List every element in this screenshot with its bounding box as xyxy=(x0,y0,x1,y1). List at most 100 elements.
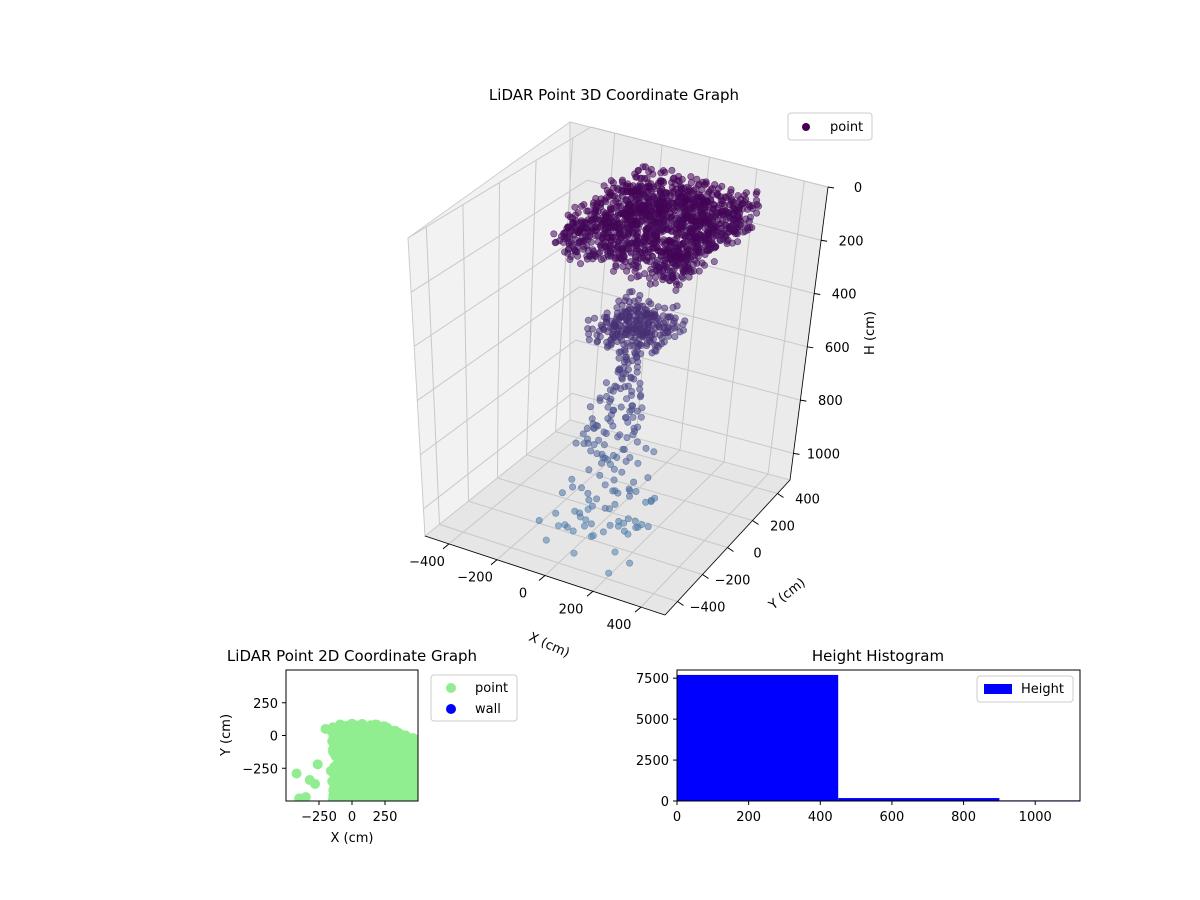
scatter-point-3d xyxy=(680,239,688,247)
scatter-point-3d xyxy=(625,326,633,334)
scatter-point-3d xyxy=(609,422,617,430)
scatter-point-3d xyxy=(621,383,629,391)
scatter-point-3d xyxy=(596,394,604,402)
scatter-point-3d xyxy=(651,494,659,502)
scatter-point-3d xyxy=(681,233,689,241)
histogram-bar xyxy=(838,798,1000,801)
scatter-point-3d xyxy=(717,196,725,204)
scatter-point-3d xyxy=(580,522,588,530)
scatter-point-3d xyxy=(595,436,603,444)
scatter-point-3d xyxy=(694,181,702,189)
scatter-point-3d xyxy=(611,487,619,495)
legend-2d-label-wall: wall xyxy=(475,702,501,717)
scatter-point-3d xyxy=(584,325,592,333)
scatter-point-2d xyxy=(373,726,384,737)
scatter-point-3d xyxy=(606,386,614,394)
scatter-point-3d xyxy=(635,316,643,324)
scatter-point-3d xyxy=(634,167,642,175)
scatter-point-3d xyxy=(667,251,675,259)
scatter-point-3d xyxy=(679,274,687,282)
scatter-point-3d xyxy=(677,184,685,192)
scatter-point-2d xyxy=(333,772,344,783)
scatter-point-3d xyxy=(609,218,617,226)
scatter-point-3d xyxy=(639,302,647,310)
scatter-point-3d xyxy=(636,385,644,393)
x-tick-label-3d: −200 xyxy=(457,571,493,586)
axis-line-3d xyxy=(664,479,791,616)
scatter-point-3d xyxy=(648,240,656,248)
scatter-point-3d xyxy=(651,279,659,287)
scatter-point-3d xyxy=(623,434,631,442)
grid-line-y-wall xyxy=(526,160,537,455)
scatter-point-2d xyxy=(401,752,412,763)
plot-frame-histogram xyxy=(676,669,1081,802)
scatter-point-3d xyxy=(574,209,582,217)
legend-3d-marker xyxy=(802,123,810,131)
grid-line-h-side xyxy=(413,233,584,347)
scatter-point-2d xyxy=(336,727,347,738)
scatter-point-3d xyxy=(550,230,558,238)
scatter-point-3d xyxy=(611,320,619,328)
scatter-point-3d xyxy=(631,350,639,358)
grid-line-h-side xyxy=(407,126,592,239)
scatter-point-3d xyxy=(665,236,673,244)
ticks-histogram: 0 200 400 600 800 1000 0 2500 5000 7500 xyxy=(636,672,1052,825)
scatter-point-2d xyxy=(331,792,342,801)
scatter-point-3d xyxy=(615,354,623,362)
scatter-point-3d xyxy=(606,204,614,212)
scatter-point-3d xyxy=(581,218,589,226)
scatter-point-2d xyxy=(335,719,346,730)
x-tick-label-histogram: 600 xyxy=(880,810,905,825)
scatter-point-3d xyxy=(645,194,653,202)
histogram-title: Height Histogram xyxy=(812,647,944,665)
legend-3d-label: point xyxy=(830,120,863,135)
grid-line-y-wall xyxy=(555,138,574,432)
scatter-point-2d xyxy=(331,780,342,791)
scatter-point-3d xyxy=(724,236,732,244)
scatter-point-2d xyxy=(375,773,386,784)
scatter-point-2d xyxy=(291,768,302,779)
scatter-point-3d xyxy=(674,198,682,206)
scatter-point-3d xyxy=(687,173,695,181)
z-tick-label-3d: 1000 xyxy=(807,447,840,462)
scatter-point-3d xyxy=(671,333,679,341)
z-tick-mark-3d xyxy=(807,346,814,349)
scatter-point-3d xyxy=(601,504,609,512)
scatter-point-3d xyxy=(629,336,637,344)
scatter-point-2d xyxy=(352,754,363,765)
scatter-point-3d xyxy=(635,206,643,214)
scatter-point-3d xyxy=(601,230,609,238)
grid-line-h-back xyxy=(575,339,801,401)
scatter-point-3d xyxy=(746,213,754,221)
scatter-point-3d xyxy=(647,300,655,308)
scatter-point-3d xyxy=(611,548,619,556)
scatter-point-3d xyxy=(622,395,630,403)
scatter-point-3d xyxy=(610,406,618,414)
scatter-point-3d xyxy=(585,466,593,474)
scatter-point-3d xyxy=(635,309,643,317)
scatter-point-3d xyxy=(633,407,641,415)
y-tick-mark-3d xyxy=(727,547,734,552)
scatter-point-3d xyxy=(734,192,742,200)
scatter-point-3d xyxy=(603,313,611,321)
scatter-point-3d xyxy=(710,200,718,208)
y-tick-mark-3d xyxy=(752,520,759,525)
scatter-point-3d xyxy=(681,317,689,325)
scatter-point-3d xyxy=(610,465,618,473)
scatter-point-2d xyxy=(347,718,357,729)
scatter-point-3d xyxy=(690,217,698,225)
scatter-point-3d xyxy=(658,193,666,201)
scatter-point-3d xyxy=(705,229,713,237)
scatter-point-3d xyxy=(661,318,669,326)
scatter-point-3d xyxy=(584,439,592,447)
scatter-point-3d xyxy=(629,182,637,190)
scatter-point-3d xyxy=(625,241,633,249)
scatter-point-2d xyxy=(412,777,418,788)
points-2d xyxy=(291,718,418,801)
scatter-point-3d xyxy=(695,267,703,275)
scatter-point-3d xyxy=(647,331,655,339)
z-tick-label-3d: 200 xyxy=(839,234,864,249)
scatter-point-3d xyxy=(601,196,609,204)
scatter-point-3d xyxy=(568,475,576,483)
scatter-point-3d xyxy=(712,223,720,231)
